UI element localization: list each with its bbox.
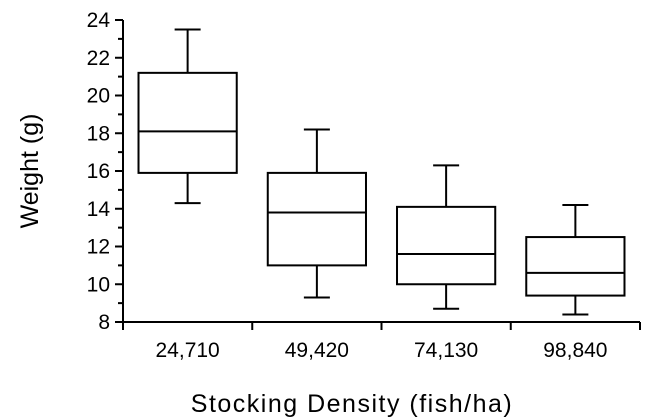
iqr-box (396, 205, 497, 286)
y-tick-label: 24 (87, 9, 111, 32)
y-tick-label: 18 (87, 122, 110, 145)
box-4 (525, 203, 626, 316)
y-tick-label: 20 (87, 85, 110, 108)
y-axis: 8 10 12 14 16 18 20 22 24 (87, 9, 124, 334)
x-axis: 24,710 49,420 74,130 98,840 (122, 321, 641, 362)
box-3 (396, 164, 497, 310)
box-1 (137, 28, 238, 205)
x-tick-label: 98,840 (543, 339, 607, 362)
iqr-box (266, 171, 367, 267)
y-tick-label: 14 (87, 198, 111, 221)
y-tick-label: 22 (87, 47, 110, 70)
y-tick-label: 8 (98, 311, 110, 334)
y-tick-label: 10 (87, 273, 110, 296)
y-axis-title: Weight (g) (16, 114, 44, 229)
x-tick-label: 74,130 (414, 339, 478, 362)
box-2 (266, 128, 367, 299)
y-tick-label: 12 (87, 236, 110, 259)
iqr-box (137, 71, 238, 174)
iqr-box (525, 236, 626, 297)
x-tick-label: 49,420 (285, 339, 349, 362)
box-series (137, 28, 626, 316)
x-tick-label: 24,710 (156, 339, 220, 362)
x-axis-title: Stocking Density (fish/ha) (191, 390, 513, 418)
y-tick-label: 16 (87, 160, 110, 183)
